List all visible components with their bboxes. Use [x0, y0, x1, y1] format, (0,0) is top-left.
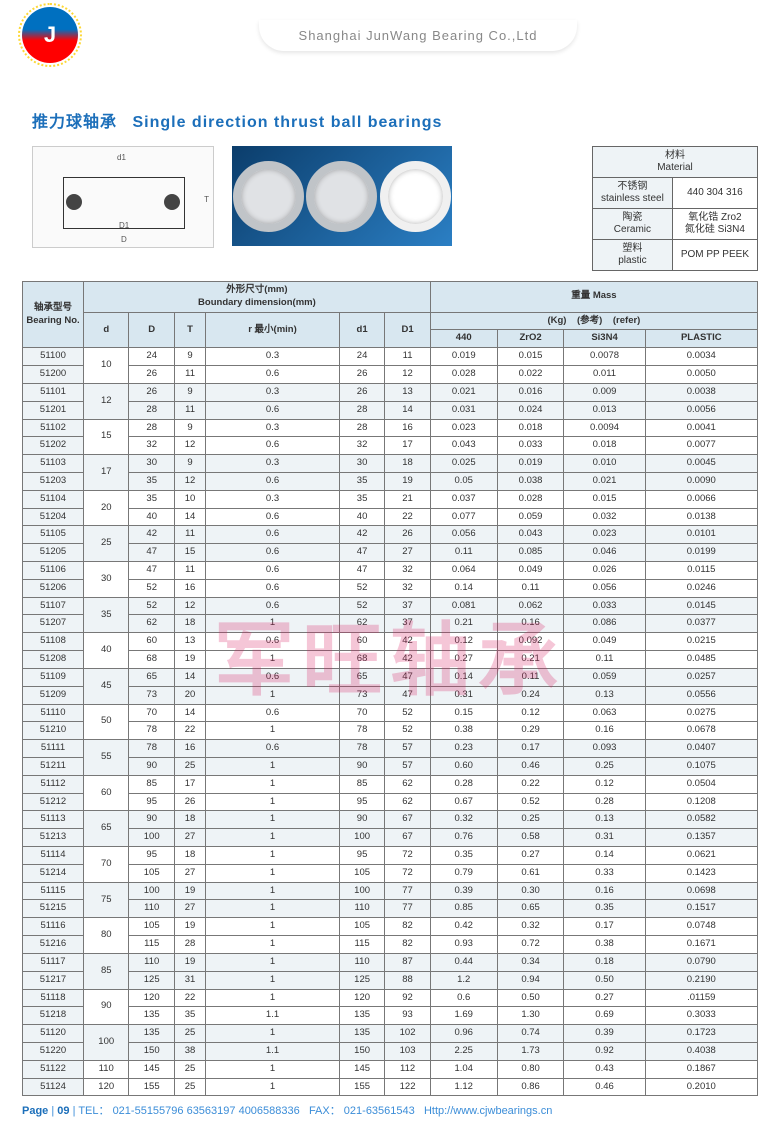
- table-row: 5120547150.647270.110.0850.0460.0199: [23, 544, 758, 562]
- table-row: 512097320173470.310.240.130.0556: [23, 686, 758, 704]
- table-row: 511105070140.670520.150.120.0630.0275: [23, 704, 758, 722]
- dimension-diagram: d1 T D1 D: [32, 146, 214, 248]
- table-row: 51220150381.11501032.251.730.920.4038: [23, 1042, 758, 1060]
- table-row: 511201001352511351020.960.740.390.1723: [23, 1025, 758, 1043]
- table-row: 511221101452511451121.040.800.430.1867: [23, 1060, 758, 1078]
- title-cn: 推力球轴承: [32, 114, 117, 131]
- company-tab: Shanghai JunWang Bearing Co.,Ltd: [259, 20, 578, 51]
- product-photo: [232, 146, 452, 246]
- table-row: 51101122690.326130.0210.0160.0090.0038: [23, 383, 758, 401]
- table-row: 51103173090.330180.0250.0190.0100.0045: [23, 455, 758, 473]
- table-row: 511094565140.665470.140.110.0590.0257: [23, 668, 758, 686]
- table-row: 512076218162370.210.160.0860.0377: [23, 615, 758, 633]
- table-row: 51215110271110770.850.650.350.1517: [23, 900, 758, 918]
- table-row: 511115578160.678570.230.170.0930.0407: [23, 740, 758, 758]
- table-row: 512107822178520.380.290.160.0678: [23, 722, 758, 740]
- table-row: 5111680105191105820.420.320.170.0748: [23, 918, 758, 936]
- table-row: 51112608517185620.280.220.120.0504: [23, 775, 758, 793]
- table-row: 5120335120.635190.050.0380.0210.0090: [23, 472, 758, 490]
- table-row: 511052542110.642260.0560.0430.0230.0101: [23, 526, 758, 544]
- table-row: 512086819168420.270.210.110.0485: [23, 651, 758, 669]
- table-row: 51214105271105720.790.610.330.1423: [23, 864, 758, 882]
- table-row: 5120440140.640220.0770.0590.0320.0138: [23, 508, 758, 526]
- table-row: 5111575100191100770.390.300.160.0698: [23, 882, 758, 900]
- company-logo: J: [22, 7, 78, 63]
- table-row: 51102152890.328160.0230.0180.00940.0041: [23, 419, 758, 437]
- page-title: 推力球轴承 Single direction thrust ball beari…: [32, 108, 758, 132]
- spec-table: 轴承型号Bearing No. 外形尺寸(mm)Boundary dimensi…: [22, 281, 758, 1096]
- table-row: 512119025190570.600.460.250.1075: [23, 757, 758, 775]
- table-row: 51217125311125881.20.940.500.2190: [23, 971, 758, 989]
- table-row: 51114709518195720.350.270.140.0621: [23, 847, 758, 865]
- table-row: 5120652160.652320.140.110.0560.0246: [23, 579, 758, 597]
- footer: Page | 09 | TEL： 021-55155796 63563197 4…: [22, 1102, 758, 1118]
- table-row: 51218135351.1135931.691.300.690.3033: [23, 1007, 758, 1025]
- table-row: 511073552120.652370.0810.0620.0330.0145: [23, 597, 758, 615]
- table-row: 511063047110.647320.0640.0490.0260.0115: [23, 562, 758, 580]
- table-row: 5120232120.632170.0430.0330.0180.0077: [23, 437, 758, 455]
- table-row: 511241201552511551221.120.860.460.2010: [23, 1078, 758, 1096]
- table-row: 511042035100.335210.0370.0280.0150.0066: [23, 490, 758, 508]
- table-row: 51113659018190670.320.250.130.0582: [23, 811, 758, 829]
- title-en: Single direction thrust ball bearings: [132, 114, 442, 131]
- table-row: 5111785110191110870.440.340.180.0790: [23, 953, 758, 971]
- table-row: 51216115281115820.930.720.380.1671: [23, 936, 758, 954]
- table-row: 51213100271100670.760.580.310.1357: [23, 829, 758, 847]
- table-row: 512129526195620.670.520.280.1208: [23, 793, 758, 811]
- material-table: 材料Material 不锈钢stainless steel440 304 316…: [592, 146, 758, 271]
- table-row: 5120026110.626120.0280.0220.0110.0050: [23, 366, 758, 384]
- table-row: 51100102490.324110.0190.0150.00780.0034: [23, 348, 758, 366]
- table-row: 511084060130.660420.120.0920.0490.0215: [23, 633, 758, 651]
- table-row: 5111890120221120920.60.500.27.01159: [23, 989, 758, 1007]
- table-row: 5120128110.628140.0310.0240.0130.0056: [23, 401, 758, 419]
